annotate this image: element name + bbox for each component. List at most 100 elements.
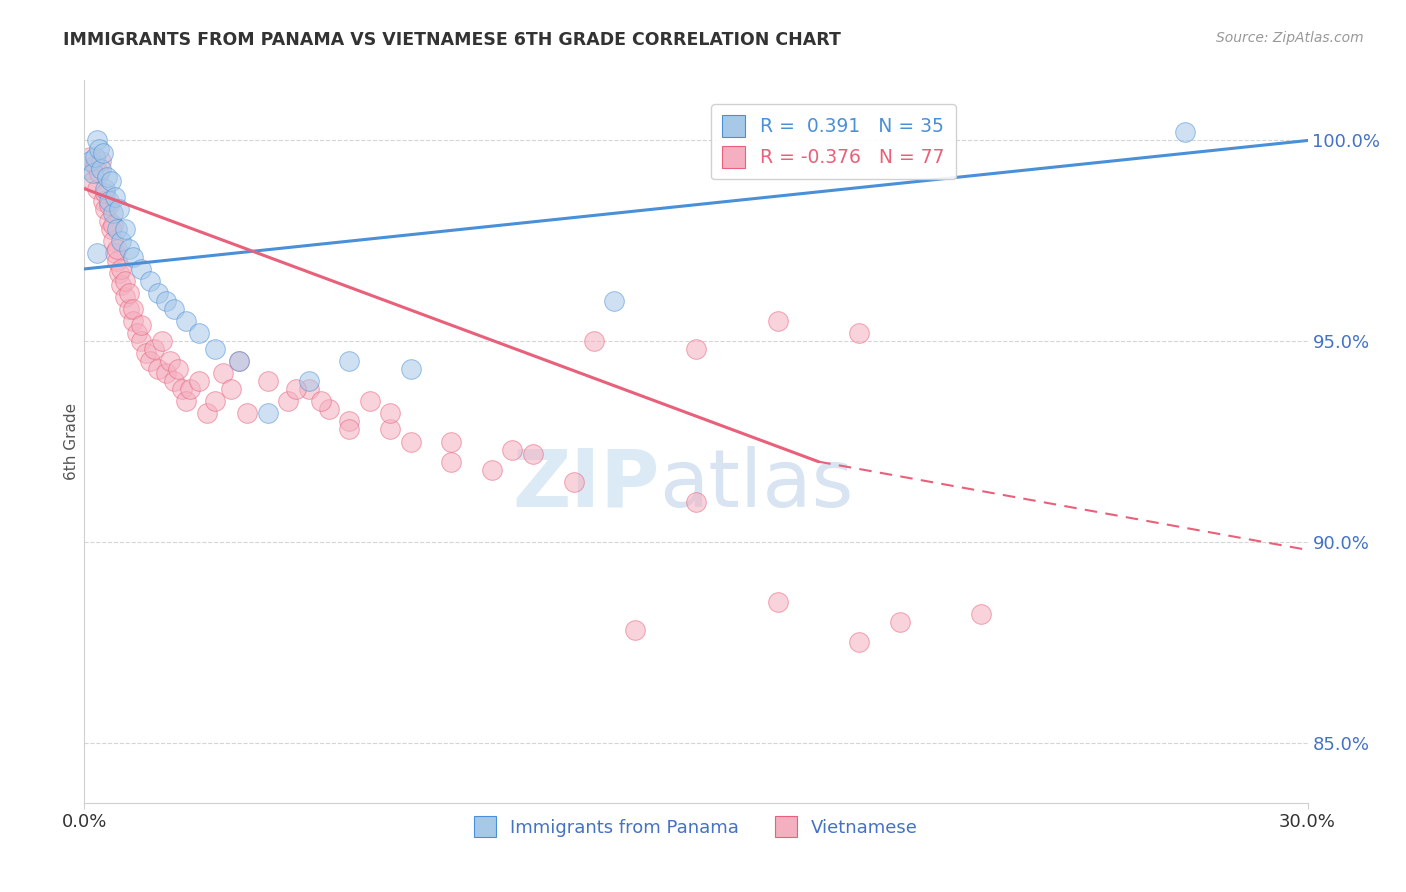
Point (83, 150, 105, 164)
Point (87, 142, 110, 156)
Point (150, 334, 173, 349)
Point (970, 607, 993, 622)
Point (277, 394, 299, 409)
Point (522, 446, 544, 460)
Point (481, 463, 503, 477)
Point (159, 354, 181, 368)
Point (108, 266, 131, 280)
Point (163, 375, 186, 389)
Point (195, 407, 218, 421)
Point (603, 294, 626, 309)
Point (110, 278, 132, 293)
Point (90, 153, 112, 168)
Point (146, 285, 169, 300)
Point (1174, 125, 1197, 139)
Point (104, 246, 127, 260)
Text: Source: ZipAtlas.com: Source: ZipAtlas.com (1216, 31, 1364, 45)
Point (131, 334, 153, 349)
Point (848, 326, 870, 341)
Point (118, 242, 141, 256)
Point (110, 234, 132, 248)
Point (167, 362, 190, 376)
Point (127, 326, 149, 341)
Point (97, 197, 120, 211)
Point (624, 624, 647, 638)
Point (380, 423, 402, 437)
Point (204, 343, 226, 357)
Point (86, 134, 108, 148)
Point (502, 442, 524, 457)
Point (179, 383, 201, 397)
Point (163, 302, 186, 317)
Point (110, 262, 132, 277)
Point (114, 290, 136, 304)
Point (174, 314, 197, 328)
Point (285, 383, 308, 397)
Point (204, 394, 226, 409)
Text: atlas: atlas (659, 446, 853, 524)
Point (339, 415, 361, 429)
Point (228, 354, 250, 368)
Point (359, 394, 381, 409)
Point (440, 434, 463, 449)
Point (138, 274, 160, 288)
Point (440, 455, 463, 469)
Point (97, 194, 120, 208)
Point (685, 494, 707, 508)
Point (91, 194, 114, 208)
Point (339, 354, 361, 368)
Point (309, 394, 332, 409)
Point (131, 318, 153, 333)
Point (118, 302, 141, 317)
Point (257, 407, 280, 421)
Point (318, 402, 340, 417)
Point (82, 165, 104, 179)
Point (257, 375, 280, 389)
Point (93, 186, 115, 200)
Point (93, 202, 115, 216)
Text: IMMIGRANTS FROM PANAMA VS VIETNAMESE 6TH GRADE CORRELATION CHART: IMMIGRANTS FROM PANAMA VS VIETNAMESE 6TH… (63, 31, 841, 49)
Point (101, 206, 124, 220)
Point (562, 475, 585, 489)
Point (172, 383, 194, 397)
Point (93, 182, 115, 196)
Point (187, 326, 209, 341)
Point (146, 362, 169, 376)
Point (212, 367, 235, 381)
Point (90, 161, 112, 176)
Point (100, 174, 122, 188)
Point (96, 169, 118, 184)
Point (766, 314, 789, 328)
Text: ZIP: ZIP (512, 446, 659, 524)
Point (339, 423, 361, 437)
Point (105, 242, 128, 256)
Point (101, 234, 124, 248)
Point (135, 346, 157, 360)
Point (174, 394, 197, 409)
Point (91, 145, 114, 160)
Point (131, 262, 153, 277)
Point (79, 153, 101, 168)
Point (122, 250, 145, 264)
Point (87, 165, 110, 179)
Y-axis label: 6th Grade: 6th Grade (63, 403, 79, 480)
Point (86, 182, 108, 196)
Point (122, 314, 145, 328)
Point (105, 222, 128, 236)
Point (399, 434, 422, 449)
Point (399, 362, 422, 376)
Point (298, 375, 321, 389)
Point (766, 595, 789, 609)
Point (104, 190, 127, 204)
Point (142, 343, 165, 357)
Point (685, 343, 707, 357)
Point (583, 334, 606, 349)
Point (380, 407, 402, 421)
Point (82, 174, 104, 188)
Point (100, 222, 122, 236)
Point (114, 274, 136, 288)
Point (108, 202, 131, 216)
Point (114, 222, 136, 236)
Point (101, 218, 124, 232)
Point (848, 635, 870, 649)
